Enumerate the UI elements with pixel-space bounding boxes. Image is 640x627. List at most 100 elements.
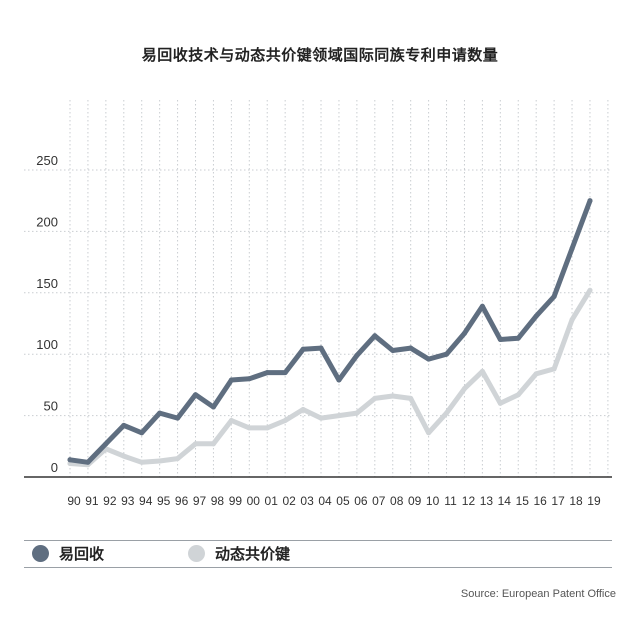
data-point xyxy=(139,430,145,436)
y-tick-label: 100 xyxy=(36,337,58,352)
data-point xyxy=(175,456,181,462)
data-point xyxy=(426,430,432,436)
y-axis: 0 50 100 150 200 250 xyxy=(36,153,58,475)
x-tick-label: 07 xyxy=(372,494,386,508)
data-point xyxy=(461,386,467,392)
data-point xyxy=(193,441,199,447)
data-point xyxy=(264,425,270,431)
data-point xyxy=(390,393,396,399)
data-point xyxy=(318,415,324,421)
data-point xyxy=(515,392,521,398)
data-point xyxy=(193,392,199,398)
legend-marker-recyclable xyxy=(32,544,49,562)
data-point xyxy=(408,395,414,401)
data-point xyxy=(246,376,252,382)
data-point xyxy=(587,287,593,293)
x-tick-label: 97 xyxy=(193,494,207,508)
data-point xyxy=(408,345,414,351)
data-point xyxy=(336,377,342,383)
data-point xyxy=(228,418,234,424)
data-point xyxy=(551,366,557,372)
data-point xyxy=(67,457,73,463)
series-0 xyxy=(67,198,593,465)
legend-marker-dynamic-covalent xyxy=(188,544,205,562)
data-point xyxy=(569,317,575,323)
y-tick-label: 200 xyxy=(36,214,58,229)
source-note: Source: European Patent Office xyxy=(460,588,616,600)
x-tick-label: 17 xyxy=(551,494,565,508)
x-tick-label: 01 xyxy=(265,494,279,508)
data-point xyxy=(300,346,306,352)
x-tick-label: 03 xyxy=(300,494,314,508)
x-tick-label: 18 xyxy=(569,494,583,508)
data-point xyxy=(121,422,127,428)
chart-title: 易回收技术与动态共价键领域国际同族专利申请数量 xyxy=(141,46,499,64)
y-tick-label: 50 xyxy=(44,399,58,414)
data-point xyxy=(533,313,539,319)
data-point xyxy=(497,400,503,406)
x-tick-label: 00 xyxy=(247,494,261,508)
data-point xyxy=(551,293,557,299)
y-tick-label: 250 xyxy=(36,153,58,168)
x-tick-label: 06 xyxy=(354,494,368,508)
series-line xyxy=(67,198,593,465)
data-point xyxy=(461,330,467,336)
x-tick-label: 91 xyxy=(85,494,99,508)
data-point xyxy=(210,404,216,410)
x-tick-label: 02 xyxy=(282,494,296,508)
x-tick-label: 96 xyxy=(175,494,189,508)
data-point xyxy=(300,406,306,412)
data-point xyxy=(157,410,163,416)
data-point xyxy=(282,418,288,424)
data-point xyxy=(228,377,234,383)
data-point xyxy=(587,198,593,204)
series-1 xyxy=(67,287,593,468)
data-point xyxy=(497,336,503,342)
data-point xyxy=(479,368,485,374)
x-tick-label: 16 xyxy=(534,494,548,508)
x-tick-label: 09 xyxy=(408,494,422,508)
data-point xyxy=(139,459,145,465)
data-point xyxy=(390,348,396,354)
x-tick-label: 15 xyxy=(516,494,530,508)
grid-lines xyxy=(24,100,612,478)
x-tick-label: 99 xyxy=(229,494,243,508)
data-point xyxy=(569,246,575,252)
legend-bottom-divider xyxy=(24,567,612,568)
x-tick-label: 14 xyxy=(498,494,512,508)
data-point xyxy=(282,370,288,376)
legend-label-dynamic-covalent: 动态共价键 xyxy=(215,544,291,563)
x-tick-label: 08 xyxy=(390,494,404,508)
x-axis: 90 91 92 93 94 95 96 97 98 99 00 01 02 03 04 05 06 07 08 09… xyxy=(67,494,601,508)
x-tick-label: 92 xyxy=(103,494,117,508)
legend-top-divider xyxy=(24,540,612,541)
data-point xyxy=(157,458,163,464)
data-point xyxy=(354,410,360,416)
data-point xyxy=(372,333,378,339)
x-tick-label: 11 xyxy=(444,494,457,508)
data-point xyxy=(336,413,342,419)
x-tick-label: 10 xyxy=(426,494,440,508)
x-tick-label: 94 xyxy=(139,494,153,508)
x-tick-label: 98 xyxy=(211,494,225,508)
data-point xyxy=(372,395,378,401)
data-point xyxy=(533,371,539,377)
data-point xyxy=(515,335,521,341)
x-tick-label: 04 xyxy=(318,494,332,508)
legend-label-recyclable: 易回收 xyxy=(59,544,105,563)
x-tick-label: 90 xyxy=(67,494,81,508)
data-point xyxy=(264,370,270,376)
legend-item-recyclable: 易回收 xyxy=(32,541,104,565)
series-line xyxy=(67,287,593,468)
data-point xyxy=(444,351,450,357)
y-tick-label: 0 xyxy=(51,460,58,475)
data-point xyxy=(426,356,432,362)
data-point xyxy=(246,425,252,431)
x-tick-label: 19 xyxy=(587,494,601,508)
data-point xyxy=(175,415,181,421)
x-tick-label: 05 xyxy=(336,494,350,508)
data-point xyxy=(103,441,109,447)
x-tick-label: 93 xyxy=(121,494,135,508)
